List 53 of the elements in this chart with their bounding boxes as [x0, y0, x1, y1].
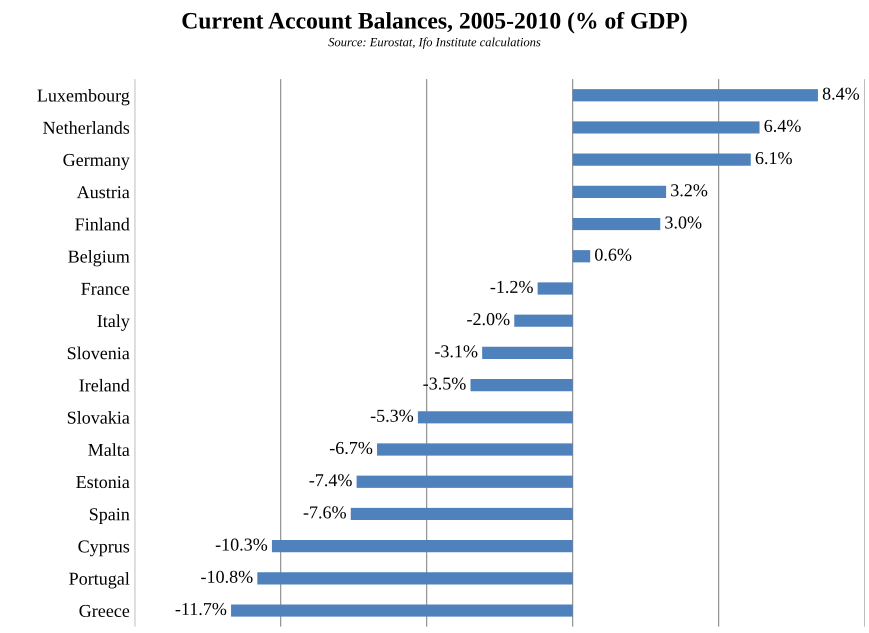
y-tick-label: Ireland: [79, 378, 130, 392]
data-label: 0.6%: [595, 248, 632, 261]
data-label: -7.4%: [309, 474, 352, 486]
chart-subtitle: Source: Eurostat, Ifo Institute calculations: [328, 37, 540, 49]
data-label: -3.5%: [423, 377, 466, 390]
y-tick-label: Cyprus: [78, 540, 130, 556]
bar: [257, 572, 573, 584]
data-label: -10.3%: [216, 538, 268, 551]
y-tick-label: Luxembourg: [37, 88, 130, 106]
bar: [482, 346, 573, 360]
data-label: -7.6%: [304, 506, 346, 519]
data-label: 6.1%: [756, 152, 792, 164]
data-label: -11.7%: [176, 602, 226, 616]
data-label: -1.2%: [490, 280, 533, 294]
chart-title: Current Account Balances, 2005-2010 (% of GDP): [182, 12, 687, 34]
y-tick-label: Slovenia: [68, 346, 130, 360]
y-tick-label: Spain: [90, 508, 130, 524]
y-tick-label: Germany: [63, 154, 130, 170]
bar: [572, 186, 666, 198]
data-label: 3.2%: [671, 184, 708, 196]
data-label: 8.4%: [822, 88, 860, 100]
data-label: -5.3%: [370, 410, 414, 422]
bar: [572, 121, 760, 134]
bar: [572, 250, 590, 262]
y-tick-label: Austria: [76, 186, 130, 198]
bar: [231, 604, 573, 617]
bar: [356, 476, 573, 488]
data-label: -10.8%: [201, 570, 253, 583]
bar: [272, 540, 573, 552]
bar: [538, 282, 573, 295]
y-tick-label: Finland: [75, 218, 130, 231]
y-tick-label: Estonia: [76, 476, 130, 488]
data-label: 6.4%: [764, 120, 801, 132]
y-tick-label: Belgium: [68, 250, 130, 266]
bar: [377, 443, 573, 456]
data-label: -6.7%: [330, 442, 372, 454]
bar: [350, 508, 573, 520]
y-tick-label: Portugal: [69, 572, 130, 589]
data-label: 3.0%: [665, 216, 702, 229]
bar: [572, 89, 818, 102]
y-tick-label: Netherlands: [43, 121, 130, 134]
y-tick-label: Greece: [79, 604, 130, 618]
bar: [572, 218, 660, 230]
bar: [470, 378, 573, 392]
y-tick-label: Slovakia: [68, 411, 130, 424]
bar: [418, 411, 573, 424]
data-label: -3.1%: [435, 345, 478, 358]
bar: [572, 154, 751, 166]
y-tick-label: France: [81, 282, 130, 295]
data-label: -2.0%: [467, 313, 510, 326]
y-tick-label: Malta: [88, 443, 130, 456]
bar: [514, 314, 573, 327]
y-tick-label: Italy: [97, 314, 130, 331]
